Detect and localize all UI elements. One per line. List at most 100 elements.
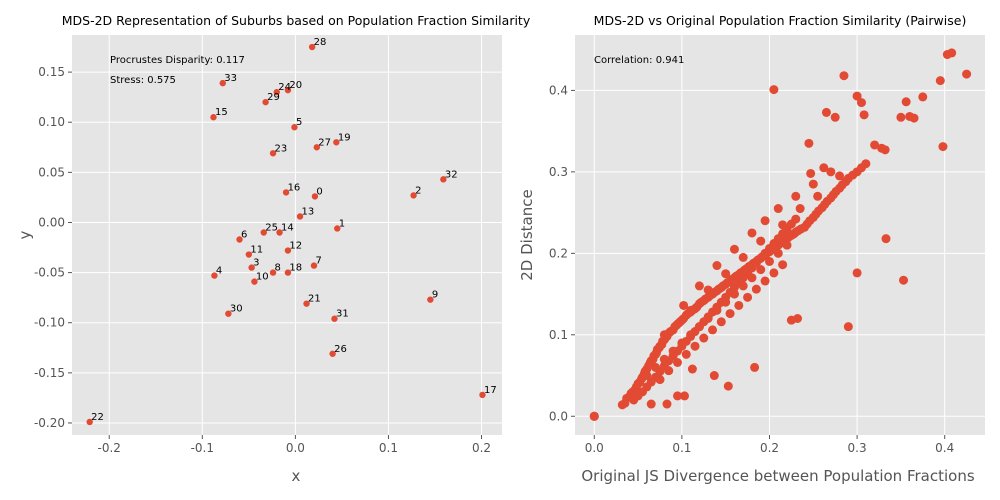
suburb-point-label: 1 <box>339 218 345 229</box>
left-y-tick-label: 0.05 <box>38 165 65 179</box>
left-x-tick-label: 0.0 <box>286 441 305 455</box>
suburb-point-label: 23 <box>275 143 288 154</box>
pairwise-point <box>830 112 840 122</box>
pairwise-point <box>747 273 757 283</box>
pairwise-point <box>901 97 911 107</box>
suburb-point <box>331 315 338 322</box>
pairwise-point <box>760 216 770 226</box>
suburb-point <box>311 193 319 200</box>
pairwise-point <box>659 330 669 340</box>
pairwise-point <box>668 346 678 356</box>
pairwise-point <box>721 297 731 307</box>
right-chart-title: MDS-2D vs Original Population Fraction S… <box>594 13 967 28</box>
suburb-point-label: 31 <box>336 309 349 320</box>
pairwise-point <box>747 228 757 238</box>
pairwise-point <box>679 300 689 310</box>
suburb-point-label: 13 <box>302 206 315 217</box>
suburb-point-label: 20 <box>289 80 302 91</box>
pairwise-point <box>725 309 735 319</box>
pairwise-point <box>896 112 906 122</box>
suburb-point-label: 27 <box>318 137 331 148</box>
suburb-point-label: 8 <box>275 263 281 274</box>
left-x-tick-label: 0.1 <box>379 441 398 455</box>
pairwise-point <box>743 292 753 302</box>
pairwise-point <box>690 341 700 351</box>
pairwise-point <box>769 85 779 95</box>
suburb-point <box>276 229 283 236</box>
pairwise-point <box>881 234 891 244</box>
suburb-point <box>219 79 226 87</box>
pairwise-point <box>935 76 945 86</box>
stress-annotation: Stress: 0.575 <box>110 75 176 86</box>
suburb-point <box>269 150 277 157</box>
suburb-point <box>236 236 243 243</box>
pairwise-point <box>769 268 779 278</box>
pairwise-point <box>694 281 704 291</box>
suburb-point <box>296 213 304 220</box>
pairwise-point <box>880 145 890 155</box>
suburb-point-label: 28 <box>314 37 327 48</box>
suburb-point <box>269 269 277 276</box>
pairwise-point <box>793 314 803 324</box>
pairwise-point <box>764 256 774 266</box>
suburb-point <box>303 300 310 307</box>
suburb-point-label: 30 <box>230 304 243 315</box>
pairwise-point <box>680 391 690 401</box>
pairwise-point <box>756 265 766 275</box>
left-ticks: -0.2 -0.1 0.0 0.1 0.2 0.15 0.10 0.05 0.00 -0.05 -0… <box>34 65 491 455</box>
correlation-annotation: Correlation: 0.941 <box>594 55 684 66</box>
right-y-tick-label: 0.4 <box>549 83 568 97</box>
pairwise-point <box>861 159 871 169</box>
left-y-tick-label: -0.05 <box>34 266 65 280</box>
pairwise-point <box>734 300 744 310</box>
pairwise-point <box>655 375 665 385</box>
right-ticks: 0.0 0.1 0.2 0.3 0.4 0.0 0.1 0.2 0.3 0.4 <box>549 83 954 455</box>
pairwise-point <box>756 236 766 246</box>
pairwise-point <box>821 107 831 117</box>
pairwise-point <box>709 371 719 381</box>
pairwise-point <box>750 362 760 372</box>
left-y-axis-label: y <box>16 230 34 239</box>
pairwise-point <box>962 69 972 79</box>
pairwise-point <box>703 314 713 324</box>
pairwise-point <box>835 171 845 181</box>
suburb-point-label: 2 <box>415 185 421 196</box>
left-x-tick-label: -0.2 <box>98 441 121 455</box>
pairwise-point <box>723 381 733 391</box>
right-x-tick-label: 0.4 <box>935 441 954 455</box>
left-y-tick-label: -0.20 <box>34 416 65 430</box>
suburb-point <box>284 247 292 254</box>
suburb-point <box>329 350 336 357</box>
pairwise-point <box>778 260 788 270</box>
pairwise-point <box>738 281 748 291</box>
pairwise-point <box>839 71 849 81</box>
suburb-point <box>245 251 253 258</box>
pairwise-point <box>651 362 661 372</box>
pairwise-point <box>659 354 669 364</box>
pairwise-point <box>859 110 869 120</box>
pairwise-point <box>791 214 801 224</box>
left-y-tick-label: -0.10 <box>34 316 65 330</box>
suburb-point <box>284 269 292 276</box>
suburb-point-label: 17 <box>484 385 497 396</box>
pairwise-point <box>938 142 948 152</box>
suburb-point-label: 15 <box>215 107 228 118</box>
suburb-point <box>410 192 417 199</box>
suburb-point-label: 26 <box>334 344 347 355</box>
pairwise-point <box>918 92 928 102</box>
left-chart-title: MDS-2D Representation of Suburbs based o… <box>62 13 531 28</box>
suburb-point-label: 10 <box>256 272 269 283</box>
suburb-point-label: 21 <box>308 294 321 305</box>
pairwise-point <box>687 364 697 374</box>
pairwise-point <box>808 179 818 189</box>
suburb-point-label: 18 <box>289 263 302 274</box>
suburb-point-label: 12 <box>289 241 302 252</box>
left-y-tick-label: 0.00 <box>38 215 65 229</box>
pairwise-point <box>819 163 829 173</box>
pairwise-point <box>826 167 836 177</box>
suburb-point <box>210 114 217 121</box>
pairwise-point <box>791 191 801 201</box>
right-panel: 0.0 0.1 0.2 0.3 0.4 0.0 0.1 0.2 0.3 0.4 MDS-2D vs… <box>518 13 985 485</box>
